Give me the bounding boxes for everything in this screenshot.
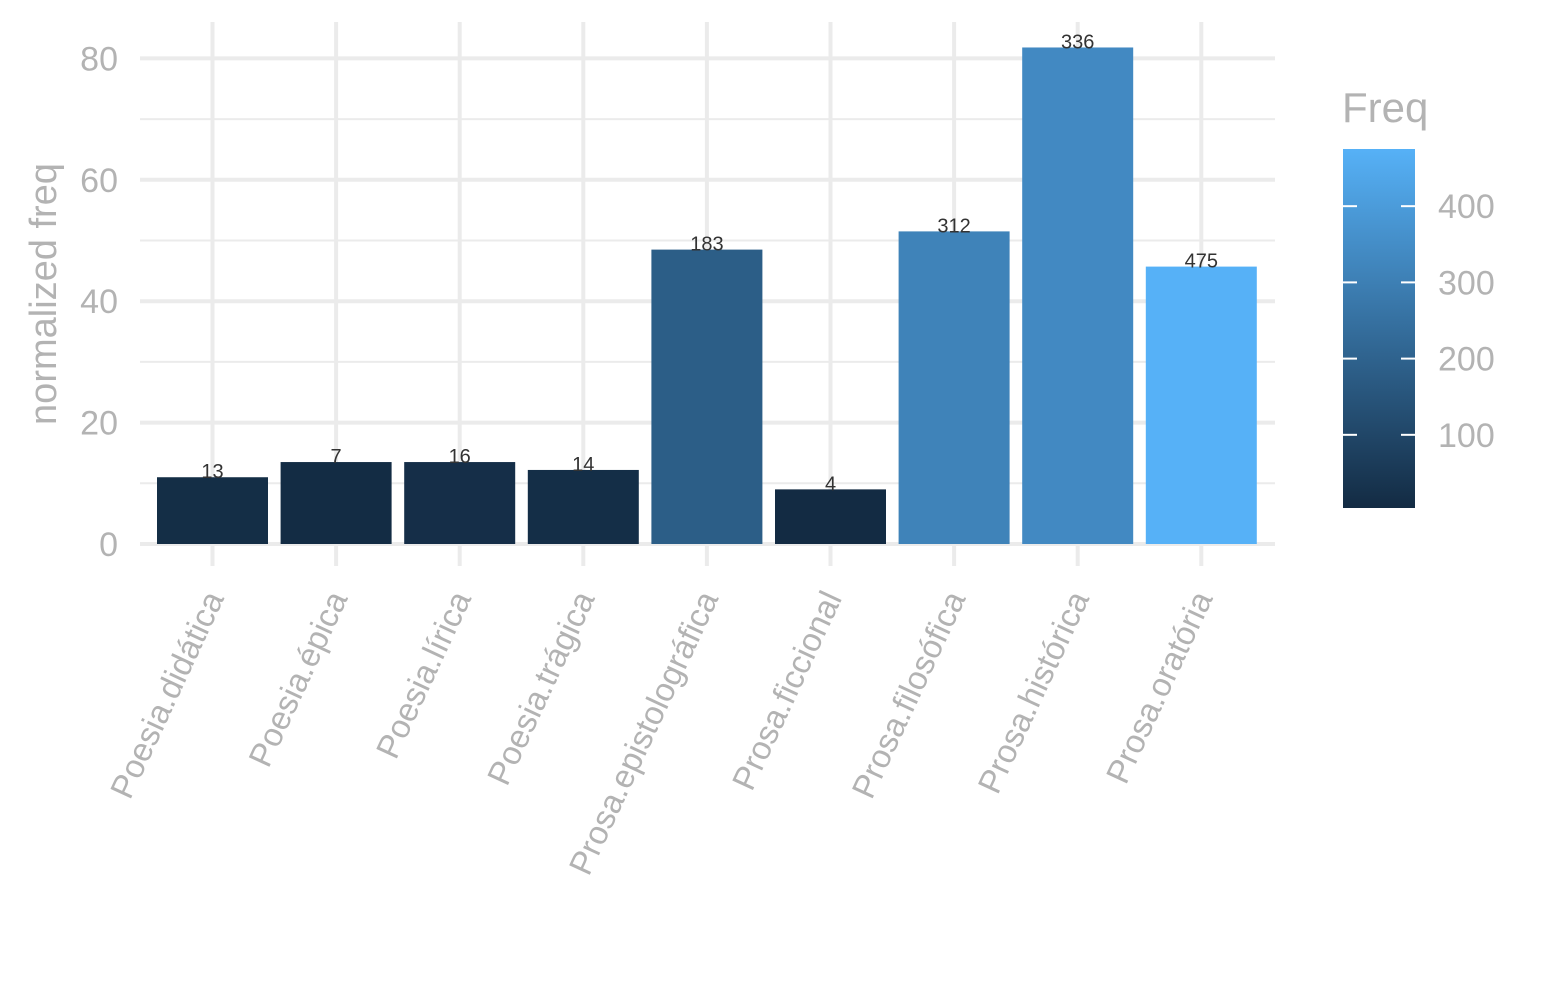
x-tick-label: Prosa.oratória — [1099, 585, 1220, 789]
x-tick-label: Poesia.épica — [241, 585, 355, 772]
bar-value-label: 7 — [331, 446, 342, 468]
colorbar-tick-label: 100 — [1438, 417, 1495, 455]
bar-value-label: 475 — [1185, 251, 1218, 273]
x-tick-label: Prosa.ficcional — [725, 585, 849, 795]
bar — [898, 231, 1010, 544]
colorbar-tick-label: 400 — [1438, 188, 1495, 226]
y-tick-label: 40 — [80, 283, 118, 321]
x-tick-label: Prosa.filosófica — [844, 585, 972, 804]
y-axis-label: normalized freq — [23, 163, 65, 425]
bar-value-label: 183 — [690, 234, 723, 256]
x-tick-label: Poesia.didática — [103, 585, 231, 804]
bar — [1022, 47, 1134, 544]
bar — [651, 249, 763, 545]
bar — [280, 462, 392, 544]
colorbar-ticks: 100 200 300 400 — [1343, 188, 1495, 455]
bars — [157, 47, 1257, 545]
y-axis-ticks: 0 20 40 60 80 — [80, 40, 118, 564]
bar-value-label: 336 — [1061, 31, 1094, 53]
colorbar — [1343, 149, 1415, 508]
legend-title: Freq — [1342, 84, 1428, 131]
y-tick-label: 0 — [99, 526, 118, 564]
bar-value-label: 312 — [937, 215, 970, 237]
y-tick-label: 80 — [80, 40, 118, 78]
bar — [1145, 266, 1257, 544]
bar — [404, 462, 516, 544]
bar-value-label: 4 — [825, 473, 836, 495]
y-tick-label: 20 — [80, 405, 118, 443]
colorbar-tick-label: 300 — [1438, 264, 1495, 302]
bar-value-label: 14 — [572, 454, 594, 476]
x-axis-ticks: Poesia.didática Poesia.épica Poesia.lírica… — [103, 585, 1220, 881]
bar — [527, 469, 639, 544]
y-tick-label: 60 — [80, 162, 118, 200]
colorbar-tick-label: 200 — [1438, 341, 1495, 379]
bar-labels: 13 7 16 14 183 4 312 336 475 — [201, 31, 1218, 495]
x-tick-label: Prosa.histórica — [970, 585, 1096, 799]
legend: Freq 100 200 300 400 — [1342, 84, 1495, 508]
x-tick-label: Poesia.trágica — [480, 585, 602, 791]
bar-value-label: 13 — [201, 461, 223, 483]
bar — [775, 489, 886, 544]
x-tick-label: Poesia.lírica — [369, 585, 479, 764]
bar — [157, 477, 268, 544]
bar-value-label: 16 — [449, 446, 471, 468]
